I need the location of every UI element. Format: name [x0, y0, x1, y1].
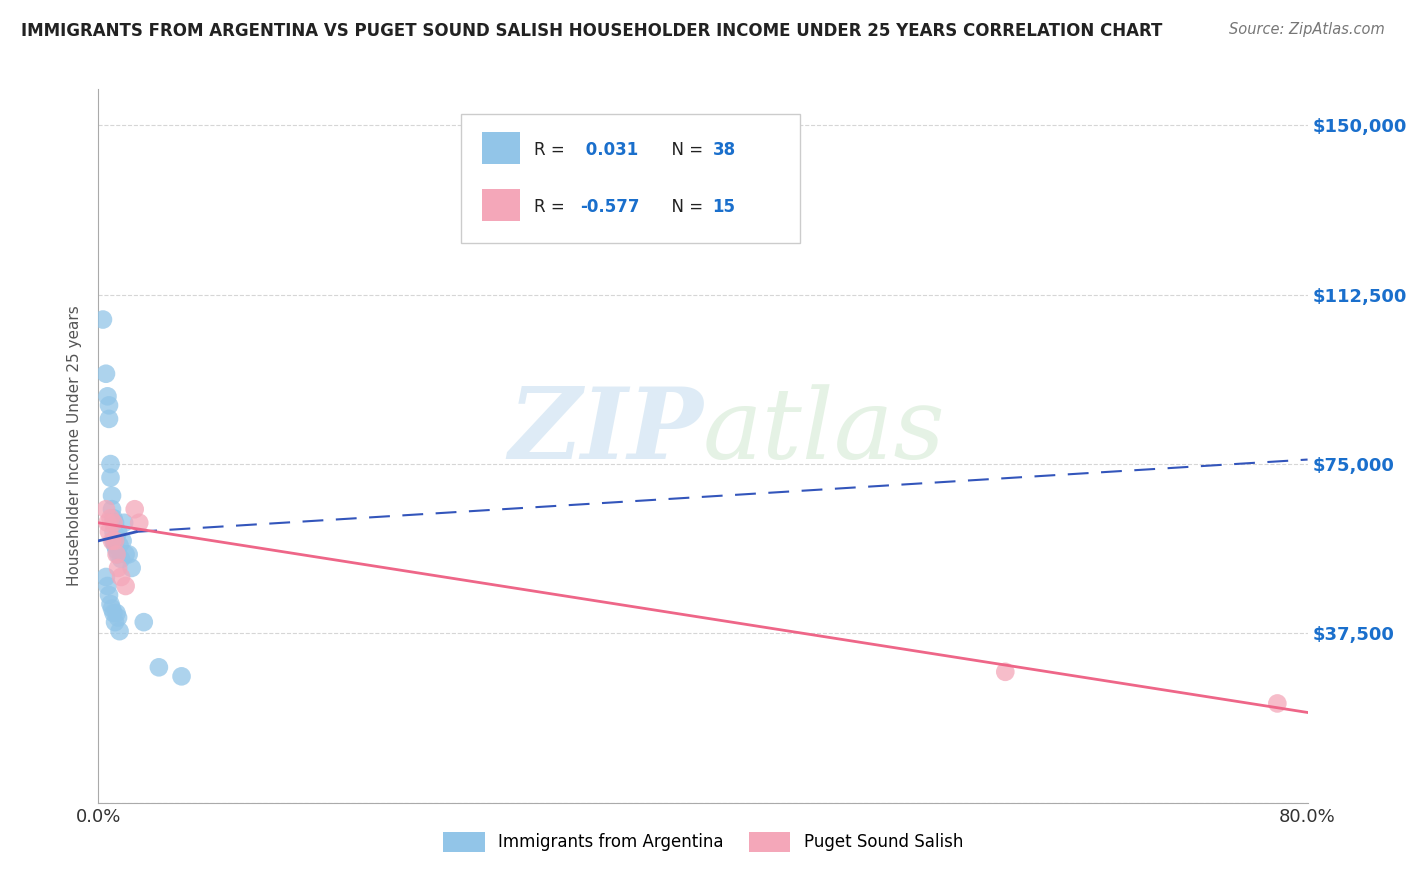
Point — [104, 533, 127, 548]
Point — [105, 542, 128, 557]
Point — [98, 524, 121, 539]
Point — [101, 502, 124, 516]
Point — [121, 561, 143, 575]
Text: 0.031: 0.031 — [579, 141, 638, 159]
Point — [103, 533, 125, 548]
Point — [114, 548, 136, 562]
Point — [108, 624, 131, 639]
Point — [128, 516, 150, 530]
Point — [148, 660, 170, 674]
Text: N =: N = — [661, 198, 709, 216]
Point — [114, 579, 136, 593]
Point — [112, 516, 135, 530]
Point — [96, 389, 118, 403]
Point — [110, 552, 132, 566]
Point — [96, 579, 118, 593]
FancyBboxPatch shape — [461, 114, 800, 243]
Point — [124, 502, 146, 516]
Point — [111, 533, 134, 548]
Point — [104, 516, 127, 530]
Point — [994, 665, 1017, 679]
FancyBboxPatch shape — [482, 189, 520, 221]
Point — [98, 412, 121, 426]
Text: N =: N = — [661, 141, 709, 159]
Point — [110, 570, 132, 584]
Text: Source: ZipAtlas.com: Source: ZipAtlas.com — [1229, 22, 1385, 37]
Point — [98, 398, 121, 412]
Point — [107, 561, 129, 575]
Point — [107, 524, 129, 539]
Text: atlas: atlas — [703, 384, 946, 479]
Point — [96, 516, 118, 530]
Y-axis label: Householder Income Under 25 years: Householder Income Under 25 years — [67, 306, 83, 586]
Text: ZIP: ZIP — [508, 384, 703, 480]
Point — [100, 597, 122, 611]
Point — [101, 601, 124, 615]
Text: R =: R = — [534, 141, 569, 159]
Point — [108, 538, 131, 552]
Point — [104, 538, 127, 552]
Point — [170, 669, 193, 683]
Point — [104, 615, 127, 629]
Point — [118, 548, 141, 562]
Point — [107, 610, 129, 624]
Point — [101, 489, 124, 503]
Point — [91, 312, 114, 326]
Point — [103, 516, 125, 530]
Point — [105, 606, 128, 620]
Point — [94, 367, 117, 381]
Text: 38: 38 — [713, 141, 735, 159]
Point — [1267, 697, 1289, 711]
Legend: Immigrants from Argentina, Puget Sound Salish: Immigrants from Argentina, Puget Sound S… — [436, 825, 970, 859]
Point — [101, 533, 124, 548]
Point — [100, 511, 122, 525]
Text: 15: 15 — [713, 198, 735, 216]
Point — [100, 470, 122, 484]
Point — [103, 606, 125, 620]
Point — [100, 457, 122, 471]
Point — [105, 548, 128, 562]
Point — [98, 588, 121, 602]
Point — [103, 524, 125, 539]
Point — [105, 529, 128, 543]
Point — [107, 548, 129, 562]
Point — [103, 511, 125, 525]
FancyBboxPatch shape — [482, 132, 520, 164]
Point — [94, 570, 117, 584]
Text: R =: R = — [534, 198, 569, 216]
Text: -0.577: -0.577 — [579, 198, 640, 216]
Text: IMMIGRANTS FROM ARGENTINA VS PUGET SOUND SALISH HOUSEHOLDER INCOME UNDER 25 YEAR: IMMIGRANTS FROM ARGENTINA VS PUGET SOUND… — [21, 22, 1163, 40]
Point — [132, 615, 155, 629]
Point — [94, 502, 117, 516]
